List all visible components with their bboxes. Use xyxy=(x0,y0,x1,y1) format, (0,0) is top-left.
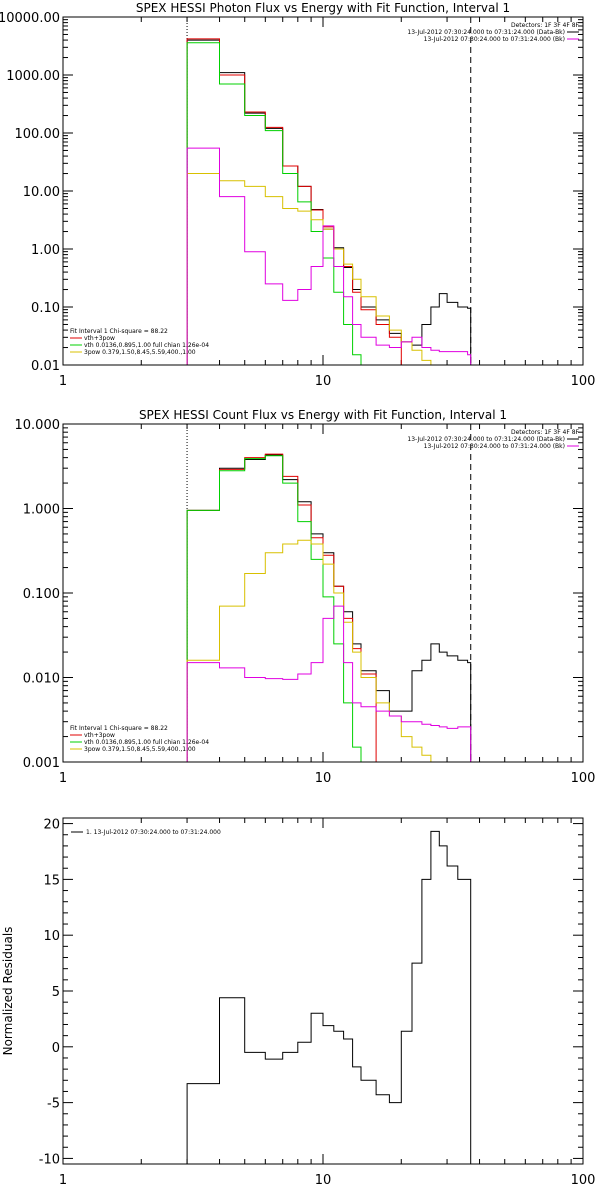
y-tick-label: 0.100 xyxy=(23,587,60,602)
legend-entry: vth+3pow xyxy=(84,732,115,739)
legend-entry: vth+3pow xyxy=(84,335,115,342)
y-tick-label: 0.010 xyxy=(23,672,60,687)
plot-area xyxy=(186,38,472,365)
legend-bottom: Fit Interval 1 Chi-square = 88.22vth+3po… xyxy=(70,328,209,356)
legend-entry: 3pow 0.379,1.50,8.45,5.59,400.,1.00 xyxy=(84,349,196,356)
y-axis-label: Normalized Residuals xyxy=(1,927,15,1056)
legend-entry: 1. 13-Jul-2012 07:30:24.000 to 07:31:24.… xyxy=(86,829,221,836)
legend-entry: 13-Jul-2012 07:30:24.000 to 07:31:24.000… xyxy=(407,29,565,36)
x-tick-label: 100 xyxy=(571,771,596,786)
y-tick-label: 100.00 xyxy=(15,127,61,142)
y-tick-label: 5 xyxy=(52,985,60,1000)
legend-entry: vth 0.0136,0.895,1.00 full chian 1.26e-0… xyxy=(84,342,209,349)
x-tick-label: 1 xyxy=(59,374,67,389)
y-tick-label: -5 xyxy=(47,1097,60,1112)
legend-header: Fit Interval 1 Chi-square = 88.22 xyxy=(70,725,168,732)
series-line-3pow xyxy=(186,173,432,365)
series-line-Bk xyxy=(186,605,472,762)
x-tick-label: 100 xyxy=(571,374,596,389)
axes-frame xyxy=(62,423,584,763)
axes-frame xyxy=(62,16,584,366)
series-line-residuals xyxy=(186,830,472,1164)
chart-title: SPEX HESSI Count Flux vs Energy with Fit… xyxy=(139,408,507,422)
legend-header: Detectors: 1F 3F 4F 8F xyxy=(511,429,580,436)
legend-entry: 13-Jul-2012 07:30:24.000 to 07:31:24.000… xyxy=(424,36,565,43)
chart-1: SPEX HESSI Photon Flux vs Energy with Fi… xyxy=(0,1,595,389)
series-line-vth xyxy=(186,455,377,762)
x-tick-label: 100 xyxy=(571,1173,596,1188)
y-tick-label: 10.00 xyxy=(23,185,60,200)
plot-area xyxy=(186,453,472,762)
series-line-vth+3pow xyxy=(186,453,377,762)
y-tick-label: 0.01 xyxy=(31,359,60,374)
plot-area xyxy=(186,830,472,1164)
y-tick-label: 10 xyxy=(43,929,60,944)
x-tick-label: 10 xyxy=(315,374,332,389)
y-tick-label: 0 xyxy=(52,1041,60,1056)
legend-entry: 3pow 0.379,1.50,8.45,5.59,400.,1.00 xyxy=(84,746,196,753)
y-tick-label: 15 xyxy=(43,873,60,888)
legend-entry: 13-Jul-2012 07:30:24.000 to 07:31:24.000… xyxy=(407,436,565,443)
x-tick-label: 10 xyxy=(315,1173,332,1188)
legend-header: Detectors: 1F 3F 4F 8F xyxy=(511,22,580,29)
series-line-Data-Bk xyxy=(186,39,472,365)
legend-entry: vth 0.0136,0.895,1.00 full chian 1.26e-0… xyxy=(84,739,209,746)
y-tick-label: 0.10 xyxy=(31,301,60,316)
series-line-3pow xyxy=(186,539,440,762)
series-line-Data-Bk xyxy=(186,454,472,762)
chart-3: Normalized Residuals 1 10 100 -10 -5 0 5 10 15 20 1… xyxy=(1,817,596,1188)
y-tick-label: -10 xyxy=(39,1152,60,1167)
series-line-Bk xyxy=(186,147,472,365)
legend-bottom: Fit Interval 1 Chi-square = 88.22vth+3po… xyxy=(70,725,209,753)
y-tick-label: 1.00 xyxy=(31,243,60,258)
x-tick-label: 1 xyxy=(59,1173,67,1188)
series-line-vth+3pow xyxy=(186,38,402,365)
y-tick-label: 20 xyxy=(43,818,60,833)
legend-entry: 13-Jul-2012 07:30:24.000 to 07:31:24.000… xyxy=(424,443,565,450)
legend-top: 1. 13-Jul-2012 07:30:24.000 to 07:31:24.… xyxy=(71,829,221,836)
x-tick-label: 10 xyxy=(315,771,332,786)
y-tick-label: 0.001 xyxy=(23,756,60,771)
y-tick-label: 1.000 xyxy=(23,503,60,518)
x-tick-label: 1 xyxy=(59,771,67,786)
y-tick-label: 1000.00 xyxy=(6,69,60,84)
axes-frame xyxy=(62,817,584,1165)
chart-title: SPEX HESSI Photon Flux vs Energy with Fi… xyxy=(136,1,510,15)
y-tick-label: 10.000 xyxy=(15,418,61,433)
chart-2: SPEX HESSI Count Flux vs Energy with Fit… xyxy=(15,408,596,786)
legend-header: Fit Interval 1 Chi-square = 88.22 xyxy=(70,328,168,335)
series-line-vth xyxy=(186,42,377,365)
y-tick-label: 10000.00 xyxy=(0,11,60,26)
